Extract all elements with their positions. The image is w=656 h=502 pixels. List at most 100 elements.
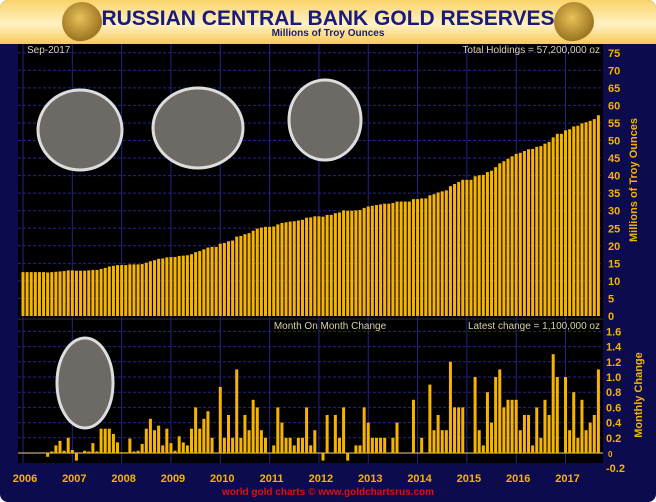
x-tick-label: 2013 (358, 473, 382, 485)
change-bar (473, 377, 477, 453)
change-bar (243, 415, 247, 453)
change-bar (498, 369, 502, 453)
holdings-bar (317, 216, 321, 316)
top-y-tick-label: 55 (608, 118, 620, 130)
x-tick-label: 2017 (555, 473, 579, 485)
change-bar (485, 392, 489, 453)
change-bar (300, 437, 304, 453)
top-y-tick-label: 50 (608, 136, 620, 148)
holdings-bar (218, 243, 222, 316)
holdings-bar (99, 268, 103, 316)
bottom-y-tick-label: 1.6 (606, 326, 621, 338)
change-bar (288, 437, 292, 453)
change-bar (153, 430, 157, 453)
holdings-bar (210, 246, 214, 316)
change-bar (391, 437, 395, 453)
change-bar (210, 437, 214, 453)
change-bar (120, 452, 124, 453)
holdings-bar (140, 264, 144, 316)
change-bar (46, 453, 50, 457)
holdings-bar (181, 255, 185, 316)
change-bar (148, 418, 152, 453)
holdings-bar (111, 265, 115, 316)
top-y-tick-label: 10 (608, 276, 620, 288)
bottom-y-tick-label: 0.4 (606, 418, 622, 430)
holdings-bar (374, 205, 378, 316)
change-bar (333, 415, 337, 453)
holdings-bar (444, 190, 448, 316)
change-bar (99, 428, 103, 453)
top-y-tick-label: 25 (608, 223, 620, 235)
bottom-y-tick-label: 0.2 (606, 433, 621, 445)
holdings-bar (592, 119, 596, 317)
top-y-tick-label: 75 (608, 48, 620, 60)
change-bar (305, 407, 309, 453)
holdings-bar (498, 163, 502, 316)
holdings-bar (42, 272, 46, 316)
change-bar (144, 428, 148, 453)
holdings-bar (551, 137, 555, 316)
holdings-bar (440, 191, 444, 316)
change-bar (374, 437, 378, 453)
holdings-bar (268, 226, 272, 316)
top-y-tick-label: 65 (608, 83, 620, 95)
holdings-bar (514, 153, 518, 316)
holdings-bar (547, 141, 551, 316)
change-bar (448, 361, 452, 453)
holdings-bar (153, 260, 157, 316)
holdings-bar (239, 235, 243, 316)
change-bar (165, 428, 169, 453)
bank-of-russia-seal-icon (554, 2, 594, 42)
chart-header: RUSSIAN CENTRAL BANK GOLD RESERVES Milli… (0, 0, 656, 44)
holdings-bar (576, 125, 580, 317)
holdings-bar (62, 271, 66, 316)
holdings-bar (243, 234, 247, 316)
change-bar (411, 399, 415, 453)
holdings-bar (391, 202, 395, 316)
change-bar (383, 437, 387, 453)
holdings-bar (235, 236, 239, 316)
x-tick-label: 2009 (161, 473, 185, 485)
change-bar (276, 407, 280, 453)
top-y-tick-label: 70 (608, 65, 620, 77)
holdings-bar (21, 272, 25, 316)
chart-title: RUSSIAN CENTRAL BANK GOLD RESERVES (101, 7, 555, 30)
change-bar (255, 407, 259, 453)
holdings-bar (157, 258, 161, 316)
top-y-tick-label: 60 (608, 100, 620, 112)
change-bar (576, 437, 580, 453)
holdings-bar (362, 207, 366, 316)
holdings-bar (251, 230, 255, 316)
holdings-bar (161, 258, 165, 316)
change-bar (309, 445, 313, 453)
holdings-bar (416, 199, 420, 316)
change-bar (218, 386, 222, 453)
holdings-bar (107, 266, 111, 316)
change-bar (66, 437, 70, 453)
holdings-bar (403, 201, 407, 316)
change-bar (231, 437, 235, 453)
change-bar (227, 415, 230, 453)
bottom-y-tick-label: 0 (608, 450, 613, 459)
change-bar (518, 430, 522, 453)
change-bar (58, 440, 62, 453)
holdings-bar (66, 270, 70, 316)
holdings-bar (194, 252, 198, 316)
holdings-bar (559, 133, 563, 316)
holdings-bar (510, 156, 514, 316)
holdings-bar (247, 233, 251, 316)
holdings-bar (596, 115, 600, 316)
change-bar (494, 377, 498, 453)
change-bar (62, 450, 66, 453)
holdings-bar (337, 212, 341, 316)
holdings-bar (173, 257, 177, 316)
holdings-bar (259, 227, 263, 316)
change-bar (584, 430, 588, 453)
photo (287, 78, 363, 162)
bottom-y-tick-label: 1.4 (606, 342, 622, 354)
holdings-bar (103, 267, 107, 316)
change-bar (206, 411, 210, 453)
holdings-bar (473, 176, 477, 316)
change-bar (74, 453, 78, 461)
change-bar (354, 445, 358, 453)
